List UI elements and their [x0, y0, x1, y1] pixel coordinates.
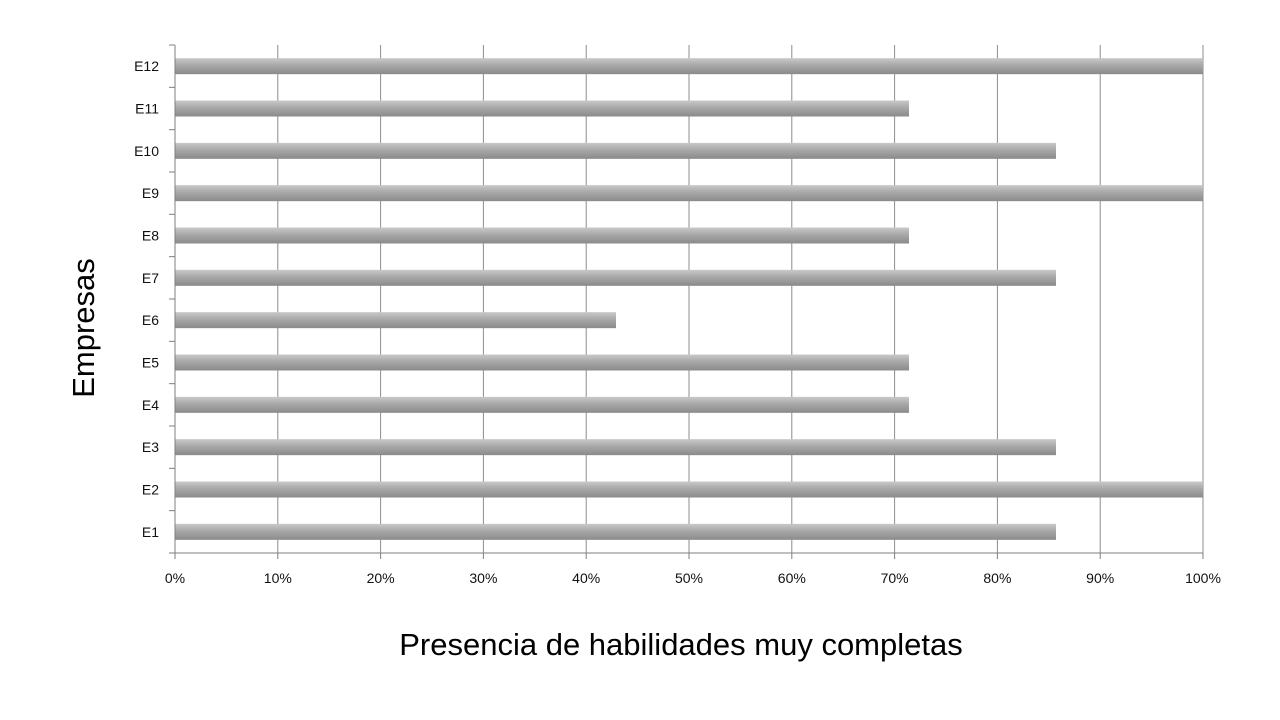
- bar-e5: [175, 354, 909, 371]
- bar-e3: [175, 439, 1056, 456]
- y-tick-label-e9: E9: [142, 185, 159, 201]
- y-tick-label-e12: E12: [134, 58, 159, 74]
- y-tick-label-e3: E3: [142, 439, 159, 455]
- x-tick-label-1: 10%: [264, 570, 292, 586]
- bar-e2: [175, 481, 1203, 498]
- bars: [175, 58, 1203, 540]
- y-tick-label-e8: E8: [142, 228, 159, 244]
- x-tick-label-6: 60%: [778, 570, 806, 586]
- x-tick-label-0: 0%: [165, 570, 185, 586]
- x-tick-label-7: 70%: [881, 570, 909, 586]
- x-tick-label-5: 50%: [675, 570, 703, 586]
- x-tick-label-10: 100%: [1185, 570, 1221, 586]
- gridlines: [277, 45, 1204, 553]
- y-tick-label-e2: E2: [142, 482, 159, 498]
- x-tick-label-3: 30%: [469, 570, 497, 586]
- axes: [169, 44, 1204, 559]
- x-tick-label-9: 90%: [1086, 570, 1114, 586]
- y-axis-title: Empresas: [66, 258, 101, 398]
- y-tick-label-e11: E11: [135, 101, 159, 117]
- y-tick-label-e6: E6: [142, 312, 159, 328]
- bar-e6: [175, 312, 617, 329]
- x-axis-title: Presencia de habilidades muy completas: [399, 627, 962, 662]
- y-tick-label-e5: E5: [142, 355, 159, 371]
- bar-e1: [175, 523, 1056, 540]
- y-tick-label-e7: E7: [142, 270, 159, 286]
- bar-e9: [175, 185, 1203, 202]
- bar-e4: [175, 396, 909, 413]
- bar-e10: [175, 142, 1056, 159]
- bar-e8: [175, 227, 909, 244]
- x-tick-label-2: 20%: [367, 570, 395, 586]
- tick-labels: 0% 10% 20% 30% 40% 50% 60% 70% 80% 90% 100% E1 E2 E3 E…: [134, 58, 1221, 586]
- bar-e11: [175, 100, 909, 117]
- y-tick-label-e4: E4: [142, 397, 159, 413]
- y-tick-label-e10: E10: [134, 143, 159, 159]
- x-tick-label-4: 40%: [572, 570, 600, 586]
- x-tick-label-8: 80%: [983, 570, 1011, 586]
- y-tick-label-e1: E1: [142, 524, 159, 540]
- bar-e12: [175, 58, 1203, 75]
- bar-e7: [175, 269, 1056, 286]
